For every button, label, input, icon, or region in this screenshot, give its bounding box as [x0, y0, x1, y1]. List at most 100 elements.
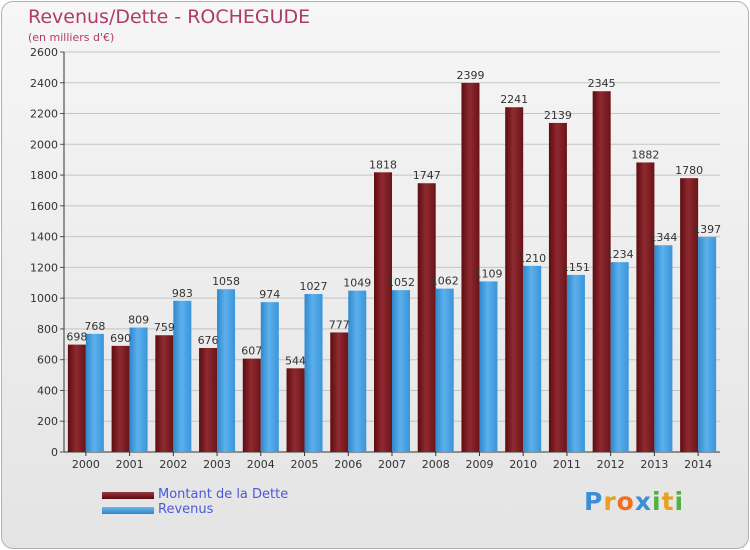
- y-tick-label: 600: [37, 354, 58, 367]
- bar-debt: [505, 107, 524, 452]
- bar-debt: [67, 344, 86, 452]
- data-label-revenue: 1052: [387, 276, 415, 289]
- data-label-revenue: 1058: [212, 275, 240, 288]
- data-label-debt: 759: [154, 321, 175, 334]
- x-tick-label: 2008: [422, 458, 450, 471]
- x-tick-label: 2001: [116, 458, 144, 471]
- data-label-debt: 2139: [544, 109, 572, 122]
- bar-revenue: [129, 327, 148, 452]
- chart-title: Revenus/Dette - ROCHEGUDE: [28, 6, 311, 28]
- logo-letter: P: [584, 487, 604, 516]
- data-label-revenue: 1027: [300, 280, 328, 293]
- x-tick-label: 2009: [465, 458, 493, 471]
- bar-revenue: [348, 290, 367, 452]
- bar-debt: [374, 172, 392, 453]
- x-tick-label: 2000: [72, 458, 100, 471]
- x-tick-label: 2002: [159, 458, 187, 471]
- data-label-debt: 777: [329, 318, 350, 331]
- legend-swatch-revenue: [102, 507, 154, 514]
- bar-debt: [461, 82, 480, 452]
- logo-letter: i: [652, 487, 662, 516]
- logo-letter: o: [616, 487, 635, 516]
- bar-revenue: [698, 237, 717, 452]
- data-label-debt: 607: [241, 345, 262, 358]
- data-label-revenue: 974: [259, 288, 280, 301]
- bar-revenue: [304, 294, 323, 452]
- x-tick-label: 2014: [684, 458, 712, 471]
- bar-revenue: [479, 281, 498, 452]
- bar-debt: [417, 183, 436, 452]
- data-label-debt: 676: [198, 334, 219, 347]
- y-tick-label: 800: [37, 323, 58, 336]
- x-tick-label: 2013: [640, 458, 668, 471]
- data-label-revenue: 1062: [431, 275, 459, 288]
- bar-debt: [286, 368, 305, 452]
- y-tick-label: 0: [51, 446, 58, 459]
- legend-label-debt: Montant de la Dette: [158, 487, 289, 502]
- y-tick-label: 1800: [30, 169, 58, 182]
- bar-revenue: [523, 265, 542, 452]
- logo-letter: i: [674, 487, 685, 516]
- data-label-debt: 698: [66, 331, 87, 344]
- data-label-debt: 1882: [631, 148, 659, 161]
- legend-label-revenue: Revenus: [158, 502, 214, 517]
- data-label-debt: 2241: [500, 93, 528, 106]
- y-tick-label: 1000: [30, 292, 58, 305]
- y-tick-label: 2400: [30, 77, 58, 90]
- data-label-debt: 544: [285, 354, 306, 367]
- y-tick-label: 2600: [30, 46, 58, 59]
- data-label-revenue: 1397: [693, 223, 721, 236]
- bar-debt: [155, 335, 174, 452]
- x-tick-label: 2012: [597, 458, 625, 471]
- logo-letter: t: [661, 487, 675, 516]
- bar-revenue: [260, 302, 279, 452]
- data-label-debt: 690: [110, 332, 131, 345]
- data-label-revenue: 809: [128, 314, 149, 327]
- data-label-debt: 2399: [456, 69, 484, 82]
- bar-revenue: [85, 333, 104, 452]
- bar-debt: [111, 345, 130, 452]
- data-label-revenue: 983: [172, 287, 193, 300]
- bar-revenue: [435, 288, 454, 452]
- data-label-revenue: 1049: [343, 277, 371, 290]
- y-tick-label: 2200: [30, 108, 58, 121]
- bar-revenue: [392, 290, 410, 452]
- data-label-debt: 1780: [675, 164, 703, 177]
- bar-debt: [330, 332, 349, 452]
- data-label-revenue: 768: [84, 320, 105, 333]
- data-label-revenue: 1109: [474, 267, 502, 280]
- data-label-debt: 2345: [588, 77, 616, 90]
- chart-subtitle: (en milliers d'€): [28, 31, 115, 44]
- y-tick-label: 1400: [30, 231, 58, 244]
- bar-revenue: [566, 274, 585, 452]
- legend-swatch-debt: [102, 492, 154, 499]
- data-label-revenue: 1344: [649, 231, 677, 244]
- data-label-debt: 1747: [413, 169, 441, 182]
- data-label-revenue: 1210: [518, 252, 546, 265]
- bar-debt: [242, 358, 261, 452]
- x-tick-label: 2003: [203, 458, 231, 471]
- bar-debt: [680, 178, 699, 452]
- bar-debt: [199, 348, 218, 452]
- bar-revenue: [173, 300, 192, 452]
- data-label-revenue: 1234: [606, 248, 634, 261]
- data-label-debt: 1818: [369, 158, 397, 171]
- x-tick-label: 2006: [334, 458, 362, 471]
- x-tick-label: 2004: [247, 458, 275, 471]
- proxiti-logo: Proxiti: [584, 487, 684, 516]
- y-tick-label: 2000: [30, 138, 58, 151]
- y-tick-label: 400: [37, 384, 58, 397]
- bar-revenue: [610, 262, 629, 452]
- x-tick-label: 2010: [509, 458, 537, 471]
- logo-letter: r: [603, 487, 617, 516]
- bar-debt: [636, 162, 655, 452]
- x-tick-label: 2011: [553, 458, 581, 471]
- bar-debt: [548, 122, 567, 452]
- x-tick-label: 2005: [291, 458, 319, 471]
- logo-letter: x: [634, 487, 652, 516]
- bar-revenue: [217, 289, 236, 452]
- x-tick-label: 2007: [378, 458, 406, 471]
- y-tick-label: 1600: [30, 200, 58, 213]
